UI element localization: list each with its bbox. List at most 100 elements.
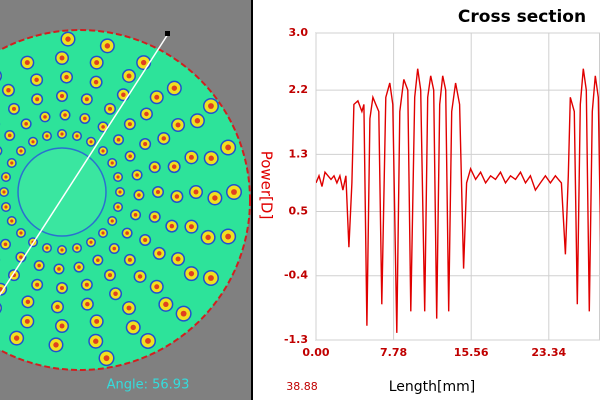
lenslet-core	[75, 134, 79, 138]
lenslet-core	[96, 258, 100, 262]
lenslet-core	[94, 318, 100, 324]
lenslet-ring	[0, 303, 2, 313]
lenslet-core	[157, 251, 162, 256]
lenslet-core	[118, 190, 122, 194]
lenslet-core	[6, 87, 11, 93]
lenslet-core	[188, 154, 194, 160]
lenslet-core	[154, 284, 160, 290]
lenslet-core	[152, 165, 157, 170]
lenslet-core	[113, 291, 118, 297]
lenslet-core	[103, 355, 110, 362]
lenslet-core	[84, 282, 89, 287]
lenslet-core	[107, 273, 113, 278]
section-handle	[165, 31, 170, 36]
lenslet-core	[174, 194, 180, 199]
lenslet-core	[57, 267, 61, 271]
lenslet-core	[59, 93, 65, 99]
lenslet-core	[94, 60, 100, 66]
lenslet-core	[194, 118, 201, 124]
lenslet-core	[3, 242, 8, 247]
lenslet-core	[93, 338, 99, 344]
lenslet-core	[161, 136, 167, 141]
lenslet-core	[208, 275, 214, 281]
lenslet-core	[126, 305, 132, 311]
lenslet-core	[7, 133, 12, 138]
lenslet-core	[85, 301, 90, 307]
lenslet-core	[4, 175, 8, 179]
lenslet-core	[180, 310, 187, 317]
lenslet-core	[75, 246, 79, 250]
lenslet-core	[10, 161, 14, 165]
lenslet-core	[140, 59, 147, 66]
lenslet-core	[77, 265, 81, 269]
x-max-label: 38.88	[286, 380, 318, 393]
angle-label: Angle: 56.93	[107, 378, 190, 393]
lenslet-core	[45, 246, 49, 250]
lenslet-core	[65, 36, 71, 42]
lenslet-core	[126, 73, 132, 79]
y-tick-label: 1.3	[289, 147, 309, 160]
lenslet-core	[89, 140, 93, 144]
lenslet-core	[24, 318, 30, 324]
lenslet-core	[125, 231, 129, 235]
lenslet-core	[225, 233, 232, 240]
lenslet-core	[101, 231, 105, 235]
x-tick-label: 0.00	[302, 346, 329, 359]
lenslet-core	[163, 301, 169, 308]
y-tick-label: -0.4	[284, 269, 308, 282]
lenslet-core	[155, 189, 161, 195]
lenslet-core	[55, 304, 60, 310]
lenslet-core	[169, 223, 175, 229]
x-tick-label: 15.56	[454, 346, 489, 359]
lenslet-core	[231, 189, 237, 195]
lenslet-core	[130, 324, 136, 331]
lenslet-core	[133, 213, 138, 217]
lenslet-core	[104, 43, 111, 49]
lenslet-core	[175, 256, 181, 262]
y-tick-label: 2.2	[289, 83, 309, 96]
y-tick-label: -1.3	[284, 333, 308, 346]
lenslet-core	[128, 154, 132, 158]
lenslet	[0, 73, 1, 79]
lenslet-core	[110, 161, 114, 165]
lenslet-core	[144, 111, 149, 117]
lenslet-core	[127, 257, 132, 262]
lenslet-core	[137, 274, 143, 279]
lenslet-core	[188, 224, 194, 230]
lenslet-core	[175, 122, 181, 128]
lenslet-core	[64, 74, 69, 80]
lenslet-core	[35, 97, 40, 102]
lenslet-core	[121, 92, 126, 97]
lenslet-core	[143, 237, 148, 243]
lenslet-core	[208, 155, 214, 161]
lenslet-core	[107, 106, 113, 111]
lenslet-core	[171, 164, 177, 169]
y-axis-label: Power[D]	[258, 151, 276, 220]
lenslet-core	[59, 285, 65, 291]
lenslet	[0, 305, 1, 311]
lenslet-core	[137, 193, 141, 197]
lenslet-core	[116, 175, 120, 179]
lenslet-core	[208, 103, 214, 109]
lenslet-core	[193, 189, 199, 195]
lenslet-core	[25, 299, 31, 305]
lenslet-core	[101, 149, 105, 153]
chart-title: Cross section	[458, 7, 586, 27]
x-tick-label: 23.34	[531, 346, 566, 359]
lenslet-core	[59, 323, 65, 329]
lenslet-ring	[0, 71, 2, 81]
lenslet-core	[2, 190, 6, 194]
lenslet-core	[13, 335, 20, 341]
lenslet-core	[83, 116, 87, 121]
lenslet-core	[127, 122, 132, 127]
y-tick-label: 0.5	[289, 204, 309, 217]
lenslet-core	[4, 205, 8, 209]
lenslet-core	[10, 219, 14, 223]
lenslet-core	[152, 214, 157, 219]
section-line	[0, 33, 169, 296]
center-zone	[17, 147, 107, 237]
lenslet-core	[116, 137, 121, 142]
lenslet-core	[43, 115, 47, 119]
lenslet-core	[101, 125, 105, 129]
